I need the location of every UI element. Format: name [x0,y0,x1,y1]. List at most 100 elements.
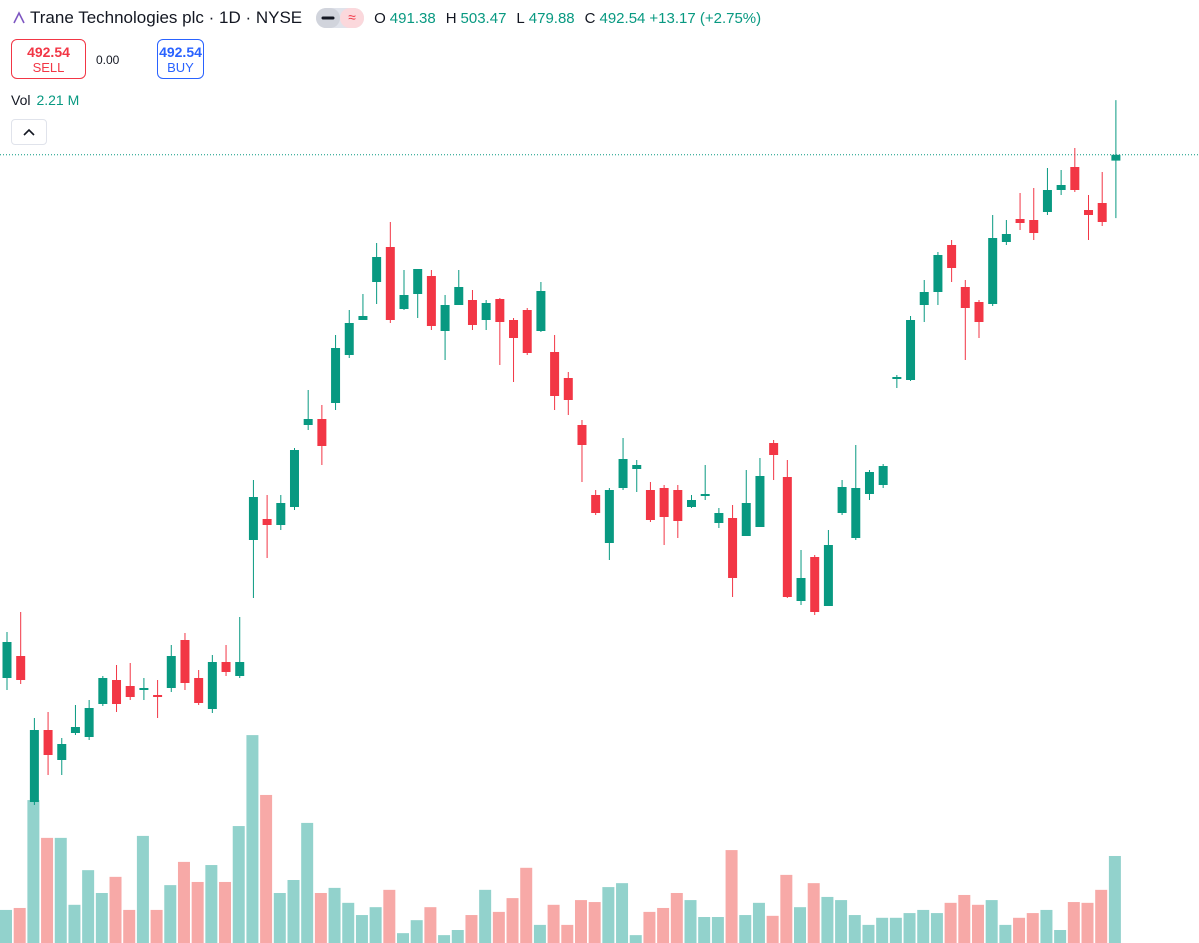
candle-body [1029,220,1039,233]
vol-value: 2.21 M [36,92,80,108]
candle-body [851,488,861,538]
volume-bar [670,892,683,943]
spread: 0.00 [96,53,120,67]
candle-body [358,316,368,320]
volume-bar [903,913,916,943]
candle-body [399,295,409,309]
sell-price: 492.54 [27,44,70,60]
volume-bar [41,837,54,943]
svg-text:≈: ≈ [348,9,356,25]
candle-body [467,300,477,325]
volume-bar [807,883,820,943]
volume-bar [629,935,642,943]
candle-body [632,465,642,469]
volume-bar [725,850,738,943]
buy-button[interactable]: 492.54 BUY [157,39,204,79]
volume-bar [0,909,12,943]
volume-bar [205,865,218,943]
volume-bar [602,887,615,943]
vol-key: Vol [11,92,31,108]
c-key: C [584,9,596,27]
logo [13,11,25,24]
collapse-button[interactable] [11,119,47,145]
volume-bar [314,892,327,943]
sell-button[interactable]: 492.54 SELL [11,39,86,79]
volume-bar [958,894,971,943]
candle-body [700,494,710,496]
volume-bar [971,904,984,943]
volume-bar [232,826,245,943]
candle-body [125,686,135,697]
volume-bar [410,920,423,943]
candle-body [276,503,286,525]
candle-body [974,302,984,322]
volume-bar [492,911,505,943]
volume-bar [465,915,478,943]
volume-bar [82,870,95,943]
volume-bar [698,917,711,943]
candle-body [84,708,94,737]
volume-bar [438,935,451,943]
candle-body [947,245,957,268]
low: 479.88 [528,9,575,27]
volume-bar [479,889,492,943]
candle-body [960,287,970,308]
candle-body [426,276,436,326]
candle-body [536,291,546,331]
high: 503.47 [460,9,507,27]
candle-body [673,490,683,521]
volume-bar [177,861,190,943]
volume-bar [27,800,40,943]
volume-bar [547,904,560,943]
h-key: H [445,9,457,27]
volume-bar [383,889,396,943]
candle-body [180,640,190,683]
volume-bar [889,917,902,943]
candle-body [16,656,26,680]
volume-bar [520,867,533,943]
volume-bar [287,880,300,943]
volume-bar [191,881,204,943]
volume-bar [752,902,765,943]
candle-body [741,503,751,536]
volume-bar [109,876,122,943]
candle-body [166,656,176,688]
symbol: Trane Technologies plc · 1D · NYSE [30,8,303,27]
toggle[interactable]: ≈ [316,8,365,28]
candle-body [1015,219,1025,223]
candle-body [645,490,655,520]
candle-body [604,490,614,543]
candle-body [43,730,53,755]
volume-bar [588,902,601,943]
close: 492.54 [599,9,646,27]
volume-bar [506,898,519,943]
candle-body [988,238,998,304]
candle-body [728,518,738,578]
candle-body [98,678,108,704]
volume-bar [1095,889,1108,943]
candle-body [385,247,395,320]
volume-bar [369,907,382,943]
candle-body [687,500,696,507]
candle-body [372,257,382,282]
volume-bar [930,913,943,943]
candle-body [577,425,587,445]
volume-bar [1108,855,1121,943]
candle-body [194,678,204,703]
candle-body [454,287,464,305]
volume-bar [451,930,464,943]
candle-body [823,545,833,606]
volume-bar [164,885,177,943]
volume-bar [739,915,752,943]
candle-body [796,578,806,601]
volume-bar [54,837,67,943]
volume-bar [835,900,848,943]
volume-bar [684,900,697,943]
volume-bar [219,881,232,943]
candle-body [112,680,122,704]
candle-body [591,495,601,513]
volume-bar [985,900,998,943]
candle-body [207,662,217,709]
volume-bar [260,794,273,943]
